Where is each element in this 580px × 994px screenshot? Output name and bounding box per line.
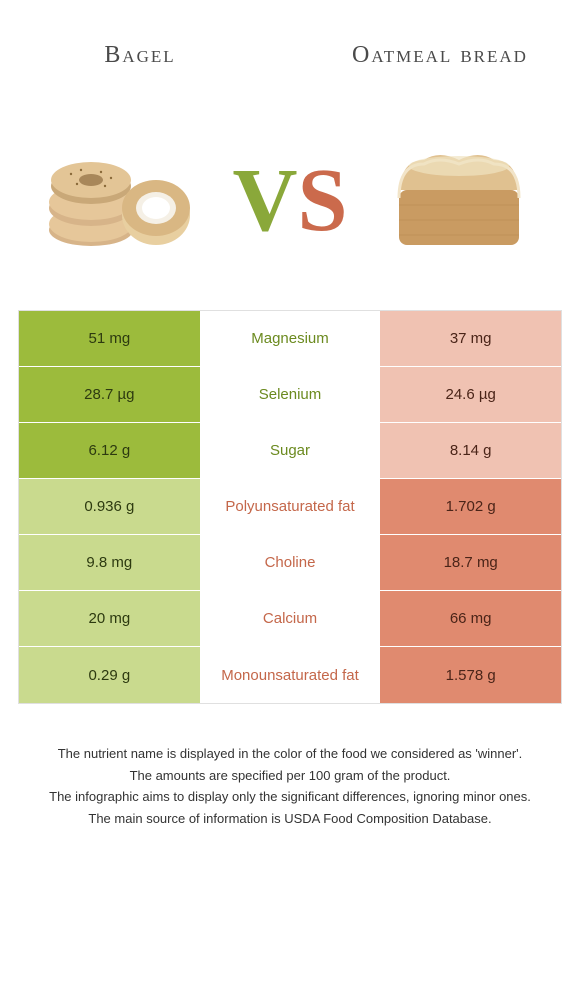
nutrient-row: 51 mgMagnesium37 mg [19,311,561,367]
right-value: 24.6 µg [380,367,561,422]
left-value: 51 mg [19,311,200,366]
left-food-image [31,130,211,270]
nutrient-name: Calcium [200,591,381,646]
footer-notes: The nutrient name is displayed in the co… [0,744,580,828]
nutrient-row: 9.8 mgCholine18.7 mg [19,535,561,591]
nutrient-table: 51 mgMagnesium37 mg28.7 µgSelenium24.6 µ… [18,310,562,704]
vs-v-letter: V [232,151,297,250]
nutrient-name: Polyunsaturated fat [200,479,381,534]
nutrient-name: Monounsaturated fat [200,647,381,703]
right-value: 18.7 mg [380,535,561,590]
right-food-image [369,130,549,270]
left-value: 9.8 mg [19,535,200,590]
nutrient-name: Selenium [200,367,381,422]
footer-line: The amounts are specified per 100 gram o… [20,766,560,786]
left-value: 6.12 g [19,423,200,478]
nutrient-row: 0.936 gPolyunsaturated fat1.702 g [19,479,561,535]
right-value: 66 mg [380,591,561,646]
left-value: 0.29 g [19,647,200,703]
right-value: 8.14 g [380,423,561,478]
footer-line: The infographic aims to display only the… [20,787,560,807]
footer-line: The main source of information is USDA F… [20,809,560,829]
vs-s-letter: S [297,151,347,250]
left-value: 0.936 g [19,479,200,534]
right-food-title: Oatmeal bread [340,42,540,68]
nutrient-row: 28.7 µgSelenium24.6 µg [19,367,561,423]
footer-line: The nutrient name is displayed in the co… [20,744,560,764]
vs-label: VS [232,149,347,252]
vs-row: VS [0,100,580,300]
left-food-title: Bagel [40,42,240,69]
nutrient-row: 20 mgCalcium66 mg [19,591,561,647]
nutrient-name: Choline [200,535,381,590]
nutrient-row: 0.29 gMonounsaturated fat1.578 g [19,647,561,703]
right-value: 1.702 g [380,479,561,534]
nutrient-row: 6.12 gSugar8.14 g [19,423,561,479]
left-value: 20 mg [19,591,200,646]
right-value: 1.578 g [380,647,561,703]
nutrient-name: Sugar [200,423,381,478]
nutrient-name: Magnesium [200,311,381,366]
left-value: 28.7 µg [19,367,200,422]
header: Bagel Oatmeal bread [0,0,580,100]
right-value: 37 mg [380,311,561,366]
